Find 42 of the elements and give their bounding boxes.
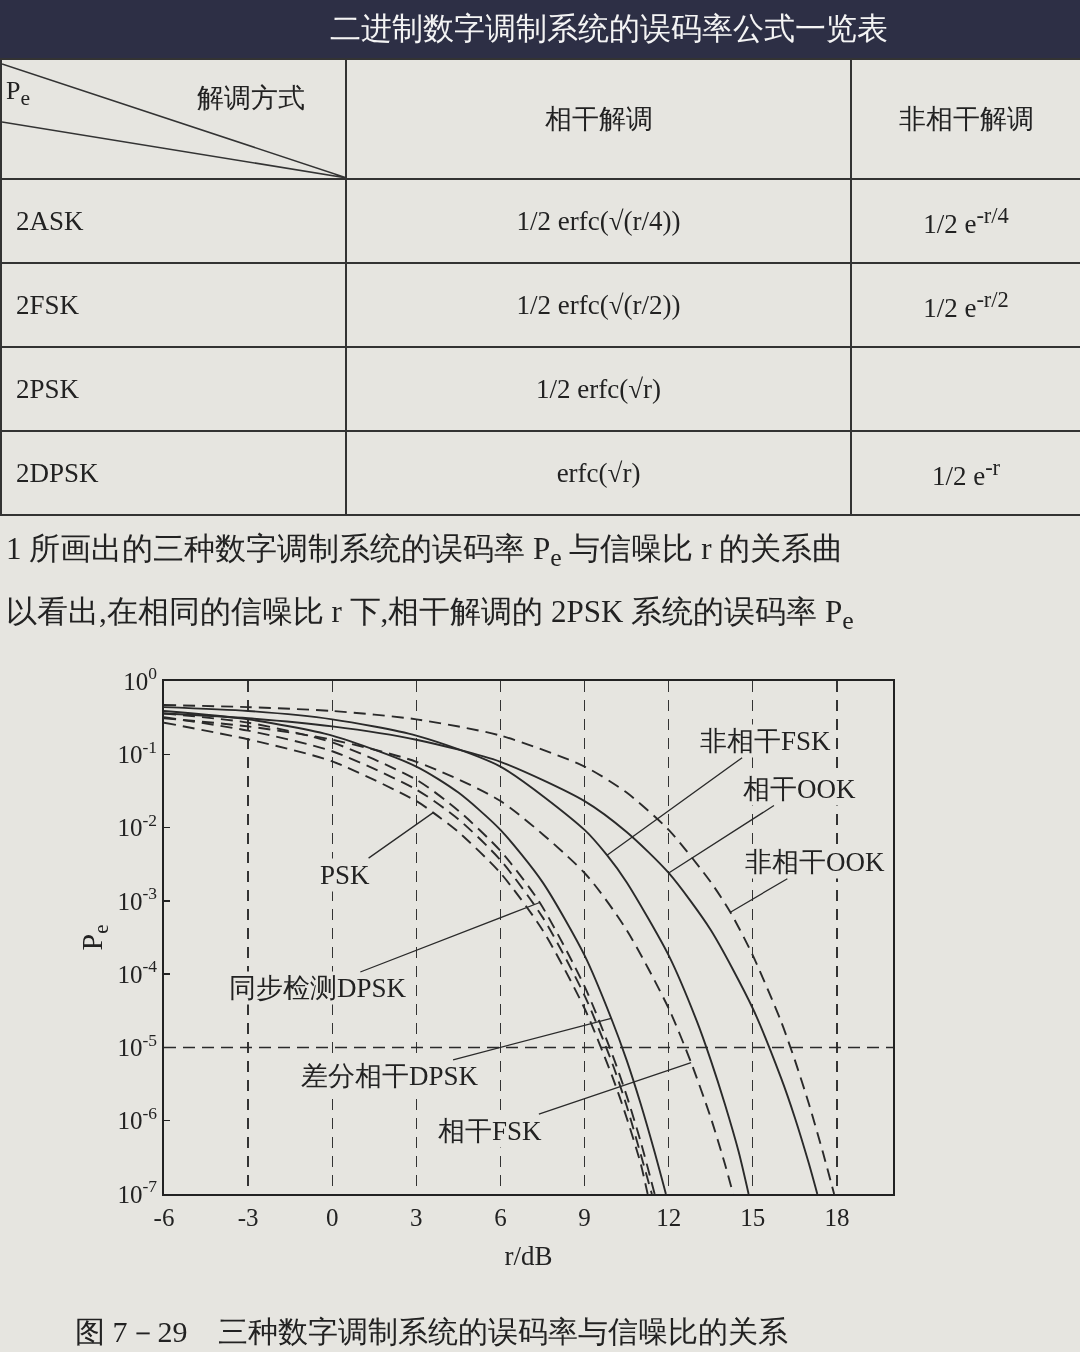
y-tick-label: 10$^{-1}$: [117, 736, 157, 769]
category-label: 2ASK: [16, 205, 84, 236]
x-tick-label: 9: [578, 1204, 591, 1232]
y-tick-label: 10$^{-3}$: [117, 883, 158, 915]
x-tick-label: 12: [656, 1204, 682, 1232]
x-tick-label: 0: [325, 1204, 339, 1232]
annotation: 非相干FSK: [700, 726, 832, 757]
y-tick-label: 10$^{-6}$: [117, 1103, 158, 1135]
x-tick-label: 15: [740, 1204, 766, 1232]
text: 二进制数字调制系统的误码率公式一览表: [0, 0, 1080, 58]
category-label: 非相干解调: [851, 59, 1080, 179]
y-tick-label: 10$^{0}$: [123, 663, 158, 696]
text: 1/2 erfc(√(r/2)): [516, 289, 681, 320]
annotation: 相干OOK: [743, 774, 856, 805]
text: 1/2 erfc(√r): [536, 373, 661, 404]
y-tick-label: 10$^{-5}$: [117, 1030, 158, 1062]
text: 解调方式: [197, 82, 305, 114]
x-tick-label: -3: [237, 1204, 259, 1232]
y-tick-label: 10$^{-2}$: [117, 810, 157, 842]
text: 以看出,在相同的信噪比 r 下,相干解调的 2PSK 系统的误码率 P$_{e}$: [5, 593, 855, 638]
text: 1/2 e$^{-r/4}$: [923, 202, 1009, 239]
category-label: 2FSK: [16, 289, 80, 320]
text: 1/2 e$^{-r}$: [931, 454, 1001, 491]
annotation: PSK: [320, 860, 371, 891]
text: P$_{e}$: [6, 76, 31, 113]
text: 1/2 erfc(√(r/4)): [516, 205, 681, 236]
category-label: 2DPSK: [16, 457, 99, 488]
text: erfc(√r): [556, 457, 641, 488]
annotation: 同步检测DPSK: [229, 973, 407, 1004]
category-label: 2PSK: [16, 373, 80, 404]
y-tick-label: 10$^{-4}$: [117, 956, 158, 989]
x-axis-title: r/dB: [504, 1241, 553, 1272]
x-tick-label: 18: [824, 1204, 850, 1232]
text: 图 7－29 三种数字调制系统的误码率与信噪比的关系: [74, 1314, 789, 1351]
text: 1/2 e$^{-r/2}$: [923, 286, 1009, 323]
x-tick-label: 3: [410, 1204, 423, 1232]
x-tick-label: 6: [494, 1204, 507, 1232]
text: 1 所画出的三种数字调制系统的误码率 P$_{e}$ 与信噪比 r 的关系曲: [5, 530, 845, 575]
annotation: 差分相干DPSK: [301, 1061, 479, 1092]
annotation: 非相干OOK: [745, 847, 885, 878]
category-label: 相干解调: [346, 59, 851, 179]
annotation: 相干FSK: [438, 1116, 543, 1147]
